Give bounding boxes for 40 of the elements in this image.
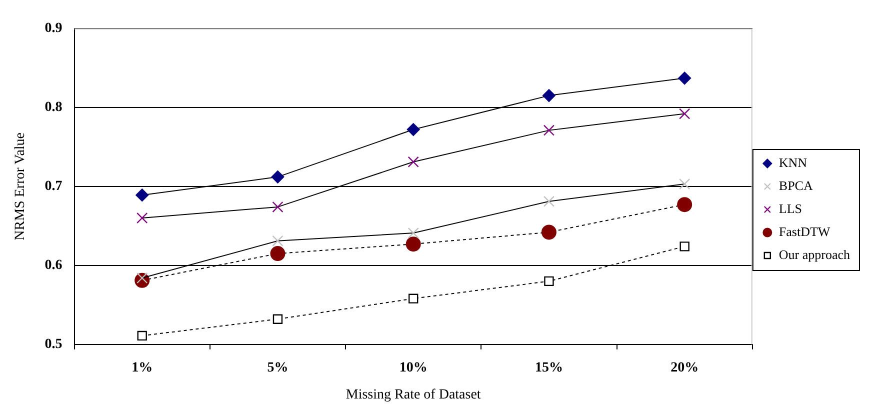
point bbox=[272, 314, 283, 324]
y-axis-title: NRMS Error Value bbox=[13, 132, 28, 240]
x-tick-label: 15% bbox=[534, 360, 563, 376]
point bbox=[542, 89, 556, 102]
legend-label: Our approach bbox=[778, 246, 850, 262]
point bbox=[677, 197, 692, 212]
point bbox=[408, 294, 418, 304]
point bbox=[406, 236, 421, 252]
point bbox=[680, 242, 690, 252]
point bbox=[272, 235, 284, 246]
x-axis-title: Missing Rate of Dataset bbox=[346, 387, 481, 402]
point bbox=[408, 156, 419, 168]
point bbox=[137, 330, 147, 341]
point bbox=[541, 224, 556, 240]
legend-label: BPCA bbox=[778, 178, 814, 193]
point bbox=[543, 124, 555, 136]
point bbox=[136, 188, 149, 202]
legend-label: LLS bbox=[778, 200, 802, 216]
point bbox=[543, 196, 555, 207]
point bbox=[271, 170, 284, 184]
point bbox=[408, 227, 419, 239]
legend-label: KNN bbox=[778, 154, 808, 170]
y-tick-label: 0.9 bbox=[44, 21, 62, 36]
point bbox=[136, 212, 148, 224]
point bbox=[678, 72, 692, 85]
y-tick-label: 0.8 bbox=[44, 100, 62, 116]
y-tick-label: 0.6 bbox=[44, 258, 62, 274]
x-tick-label: 10% bbox=[399, 360, 428, 376]
point bbox=[679, 108, 690, 120]
x-tick-label: 20% bbox=[670, 360, 699, 376]
point bbox=[272, 201, 284, 212]
point bbox=[544, 276, 554, 286]
y-tick-label: 0.7 bbox=[44, 179, 62, 194]
y-tick-label: 0.5 bbox=[44, 337, 62, 352]
legend-label: FastDTW bbox=[778, 224, 831, 239]
x-tick-label: 5% bbox=[267, 360, 288, 376]
point bbox=[679, 178, 690, 190]
point bbox=[406, 123, 420, 136]
x-tick-label: 1% bbox=[132, 360, 153, 376]
point bbox=[270, 246, 286, 262]
